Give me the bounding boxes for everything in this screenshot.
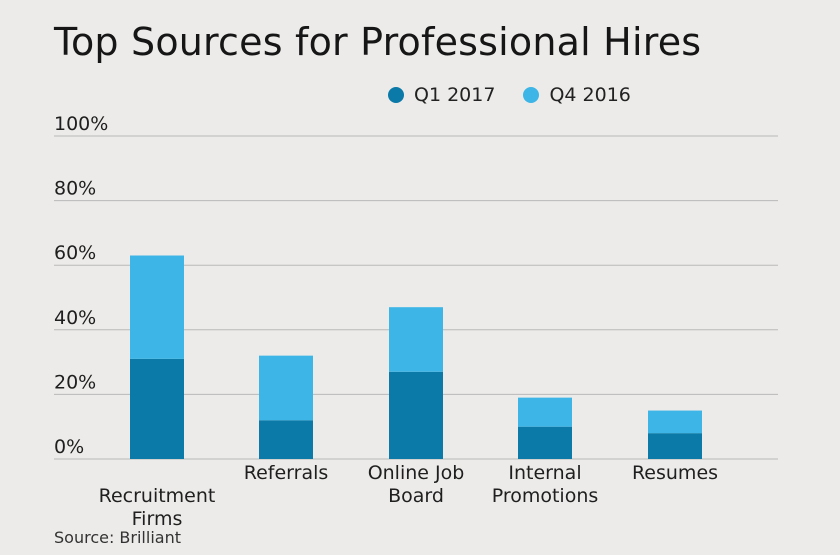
y-tick-label-100: 100% [54, 113, 108, 135]
bar-5-q4-2016 [648, 410, 702, 434]
bar-1-q1-2017 [130, 358, 184, 459]
x-tick-label-line: Referrals [244, 462, 329, 484]
legend-swatch-q1-2017 [388, 87, 404, 103]
bar-3-q4-2016 [389, 307, 443, 372]
bar-1-q4-2016 [130, 255, 184, 359]
legend-item-q1-2017: Q1 2017 [388, 84, 495, 106]
legend-swatch-q4-2016 [523, 87, 540, 103]
bar-3-q1-2017 [389, 371, 443, 459]
bar-2-q4-2016 [259, 355, 313, 421]
bar-2-q1-2017 [259, 420, 313, 459]
bar-4-q4-2016 [518, 397, 572, 427]
x-tick-label-line: Firms [132, 508, 183, 530]
x-tick-label-line: Board [388, 485, 444, 507]
legend-label-q4-2016: Q4 2016 [549, 84, 631, 106]
x-tick-label-5: Resumes [632, 462, 718, 484]
y-tick-label-20: 20% [54, 371, 96, 393]
y-tick-label-60: 60% [54, 242, 96, 264]
x-tick-label-line: Recruitment [99, 485, 216, 507]
source-note: Source: Brilliant [54, 528, 181, 547]
legend: Q1 2017 Q4 2016 [388, 84, 659, 106]
y-tick-label-80: 80% [54, 178, 96, 200]
x-tick-label-line: Resumes [632, 462, 718, 484]
y-tick-label-40: 40% [54, 307, 96, 329]
x-tick-label-4: Internal Promotions [492, 462, 599, 507]
chart-title: Top Sources for Professional Hires [54, 20, 702, 64]
legend-item-q4-2016: Q4 2016 [523, 84, 631, 106]
x-tick-label-1: Recruitment Firms [99, 485, 216, 530]
bar-4-q1-2017 [518, 426, 572, 459]
x-tick-label-3: Online Job Board [368, 462, 465, 507]
legend-label-q1-2017: Q1 2017 [414, 84, 496, 106]
y-tick-label-0: 0% [54, 436, 84, 458]
bar-5-q1-2017 [648, 433, 702, 459]
x-tick-label-2: Referrals [244, 462, 329, 484]
x-tick-label-line: Internal [508, 462, 581, 484]
x-tick-label-line: Promotions [492, 485, 599, 507]
x-tick-label-line: Online Job [368, 462, 465, 484]
